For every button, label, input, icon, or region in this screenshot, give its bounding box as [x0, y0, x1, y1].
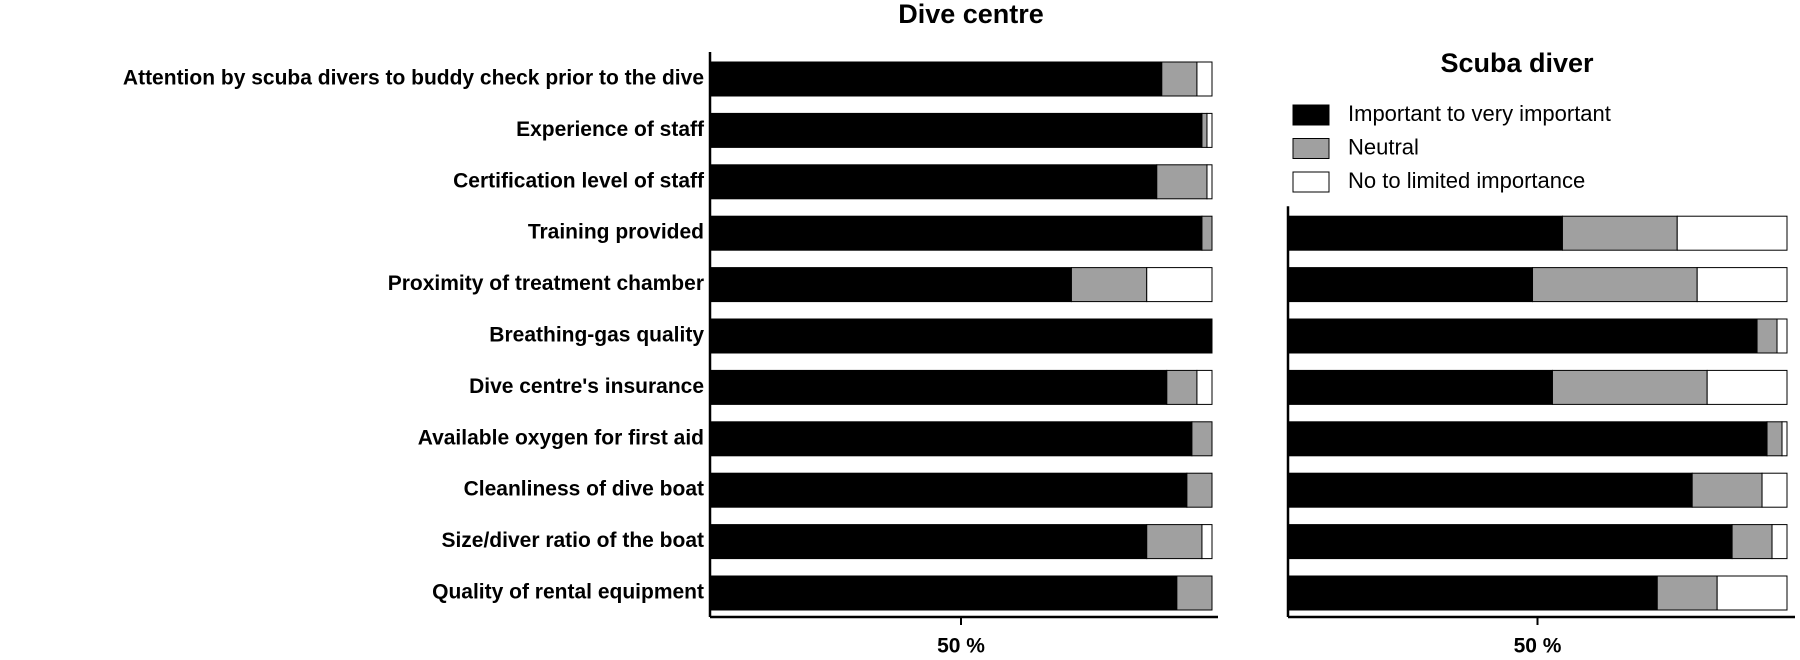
bar-segment [1781, 421, 1788, 457]
x-tick-label: 50 % [937, 635, 985, 658]
bar-segment [709, 215, 1203, 251]
category-label: Experience of staff [516, 118, 705, 141]
category-label: Proximity of treatment chamber [388, 272, 704, 295]
bar-segment [1070, 267, 1148, 303]
bar-segment [1156, 164, 1208, 200]
bar-segment [1776, 318, 1788, 354]
bar-segment [1287, 215, 1563, 251]
bar-segment [1287, 524, 1733, 560]
bar-segment [1201, 524, 1213, 560]
category-label: Certification level of staff [453, 169, 705, 192]
category-label: Size/diver ratio of the boat [441, 529, 704, 552]
bar-segment [1166, 369, 1198, 405]
legend-swatch [1292, 104, 1330, 126]
bar-segment [1287, 472, 1693, 508]
bar-segment [1532, 267, 1698, 303]
bar-segment [709, 112, 1203, 148]
bar-segment [1766, 421, 1783, 457]
bar-segment [709, 575, 1178, 611]
chart-title: Scuba diver [1440, 48, 1594, 78]
bar-segment [709, 369, 1168, 405]
bar-segment [1191, 421, 1213, 457]
bar-segment [1706, 369, 1788, 405]
bar-segment [1287, 421, 1768, 457]
bar-segment [709, 421, 1193, 457]
bar-segment [709, 472, 1188, 508]
bar-segment [1696, 267, 1788, 303]
category-label: Available oxygen for first aid [418, 426, 704, 449]
bar-segment [1551, 369, 1708, 405]
legend-swatch [1292, 138, 1330, 159]
bar-segment [1161, 61, 1198, 97]
bar-segment [1691, 472, 1763, 508]
category-label: Cleanliness of dive boat [464, 478, 704, 501]
bar-segment [1676, 215, 1788, 251]
bar-segment [1201, 215, 1213, 251]
bar-segment [1756, 318, 1778, 354]
legend-label: No to limited importance [1348, 168, 1585, 193]
bar-segment [1656, 575, 1718, 611]
bar-segment [1146, 267, 1213, 303]
legend-label: Important to very important [1348, 101, 1611, 126]
bar-segment [1771, 524, 1788, 560]
bar-segment [709, 267, 1072, 303]
bar-segment [1287, 369, 1553, 405]
bar-segment [1186, 472, 1213, 508]
category-label: Quality of rental equipment [432, 581, 704, 604]
bar-segment [1206, 164, 1213, 200]
bar-segment [709, 318, 1213, 354]
bar-segment [1201, 112, 1208, 148]
bar-segment [1561, 215, 1678, 251]
bar-segment [1176, 575, 1213, 611]
x-tick-label: 50 % [1514, 635, 1562, 658]
bar-segment [709, 164, 1158, 200]
category-label: Training provided [528, 221, 704, 244]
bar-segment [1146, 524, 1203, 560]
category-label: Breathing-gas quality [489, 324, 704, 347]
bar-segment [1287, 575, 1658, 611]
bar-segment [1287, 318, 1758, 354]
bar-segment [1196, 61, 1213, 97]
category-label: Attention by scuba divers to buddy check… [123, 67, 704, 90]
bar-segment [1287, 267, 1534, 303]
bar-segment [709, 524, 1148, 560]
bar-segment [1716, 575, 1788, 611]
bar-segment [1761, 472, 1788, 508]
bar-segment [1196, 369, 1213, 405]
bar-segment [1731, 524, 1773, 560]
legend-label: Neutral [1348, 134, 1419, 159]
bar-segment [709, 61, 1163, 97]
bar-segment [1206, 112, 1213, 148]
legend-swatch [1292, 171, 1330, 193]
category-label: Dive centre's insurance [469, 375, 704, 398]
chart-title: Dive centre [898, 0, 1044, 29]
